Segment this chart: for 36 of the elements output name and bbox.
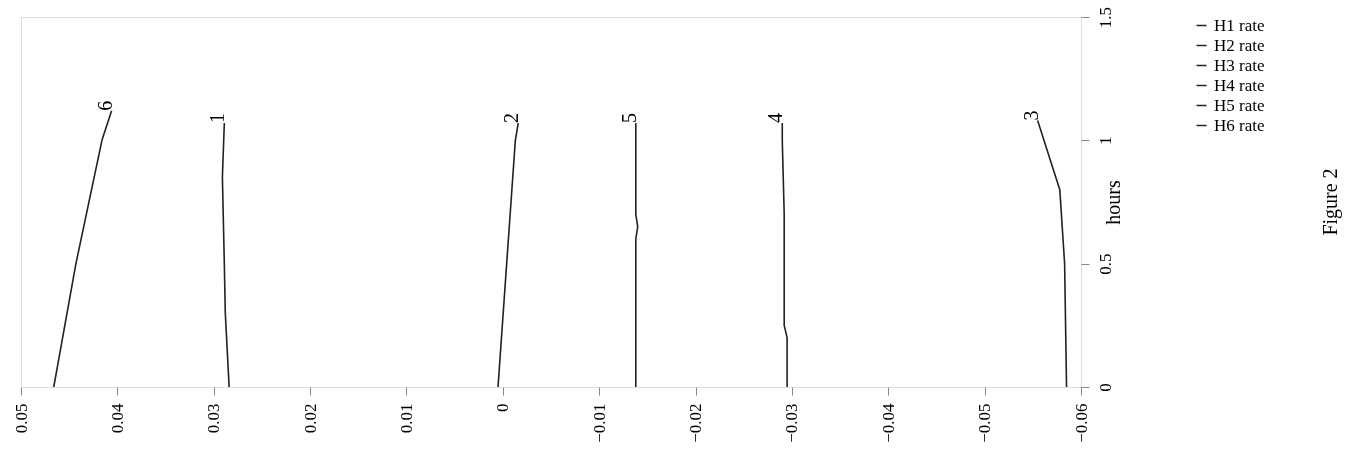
y-tick-label: 0.5 xyxy=(1095,253,1115,275)
line-series xyxy=(221,122,230,387)
legend-label: H1 rate xyxy=(1214,15,1265,35)
line-series xyxy=(781,122,788,387)
annotation: 4 xyxy=(764,113,787,124)
legend-label: H3 rate xyxy=(1214,55,1265,75)
annotation: 3 xyxy=(1019,110,1042,121)
x-tick-label: −0.04 xyxy=(878,403,898,443)
annotation: 6 xyxy=(93,100,116,111)
line-series xyxy=(497,122,520,387)
caption: Figure 2 xyxy=(1319,168,1342,236)
y-tick-label: 0 xyxy=(1095,383,1115,392)
annotation: 1 xyxy=(206,113,229,124)
annotation: 2 xyxy=(500,113,523,124)
x-tick-label: 0.01 xyxy=(396,403,416,434)
x-tick-label: 0 xyxy=(493,403,513,412)
line-series xyxy=(635,122,639,387)
x-tick-label: 0.05 xyxy=(11,403,31,434)
legend-label: H6 rate xyxy=(1214,115,1265,135)
legend-label: H2 rate xyxy=(1214,35,1265,55)
y-axis-title: hours xyxy=(1101,180,1124,225)
x-tick-label: 0.02 xyxy=(300,403,320,434)
x-tick-label: −0.01 xyxy=(589,403,609,443)
line-series xyxy=(1036,119,1068,387)
x-tick-label: 0.03 xyxy=(204,403,224,434)
annotation: 5 xyxy=(617,113,640,124)
legend-label: H5 rate xyxy=(1214,95,1265,115)
y-tick-label: 1 xyxy=(1095,136,1115,146)
x-tick-label: −0.02 xyxy=(686,403,706,443)
x-tick-label: −0.03 xyxy=(782,403,802,443)
legend-label: H4 rate xyxy=(1214,75,1265,95)
x-tick-label: −0.05 xyxy=(975,403,995,443)
y-tick-label: 1.5 xyxy=(1095,6,1115,29)
line-series xyxy=(52,109,113,387)
x-tick-label: 0.04 xyxy=(107,403,127,434)
x-tick-label: −0.06 xyxy=(1071,403,1091,443)
